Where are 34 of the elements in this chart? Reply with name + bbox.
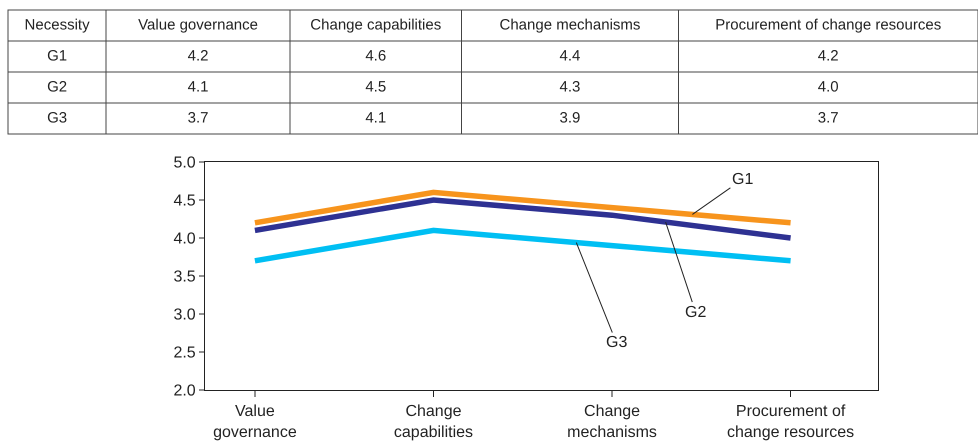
data-label: 3.7	[818, 109, 839, 126]
data-label: 4.6	[365, 47, 386, 64]
y-tick-label: 3.0	[173, 306, 196, 324]
data-label: 4.0	[818, 78, 839, 96]
x-tick-label: Value governance	[213, 403, 297, 441]
data-label: 4.2	[818, 47, 839, 64]
data-label: 4.3	[560, 78, 580, 96]
series-label: G1	[732, 171, 754, 188]
y-tick-label: 3.5	[173, 268, 196, 286]
data-label: 3.9	[560, 109, 580, 126]
category-label: Change mechanisms	[500, 16, 640, 34]
category-label: Procurement of change resources	[715, 16, 942, 34]
text: G3	[47, 109, 68, 126]
text: G2	[685, 304, 706, 321]
data-label: 3.7	[188, 109, 209, 126]
x-tick-label: Change mechanisms	[567, 403, 657, 441]
data-label: 4.4	[560, 47, 580, 64]
data-label: 4.5	[365, 78, 386, 96]
data-label: 4.2	[188, 47, 209, 64]
y-tick-label: 4.0	[173, 230, 196, 248]
text: G2	[47, 78, 68, 96]
y-tick-label: 2.5	[173, 344, 196, 362]
y-tick-label: 2.0	[173, 382, 196, 400]
text: G3	[606, 334, 628, 351]
text: Necessity	[24, 16, 90, 34]
y-tick-label: 5.0	[173, 154, 196, 172]
data-label: 4.1	[365, 109, 386, 126]
category-label: Change capabilities	[310, 16, 442, 34]
x-tick-label: Procurement of change resources	[726, 403, 854, 441]
x-tick-label: Change capabilities	[394, 403, 474, 441]
y-tick-label: 4.5	[173, 192, 196, 210]
text: G1	[47, 47, 68, 64]
data-label: 4.1	[188, 78, 209, 96]
category-label: Value governance	[138, 16, 258, 34]
